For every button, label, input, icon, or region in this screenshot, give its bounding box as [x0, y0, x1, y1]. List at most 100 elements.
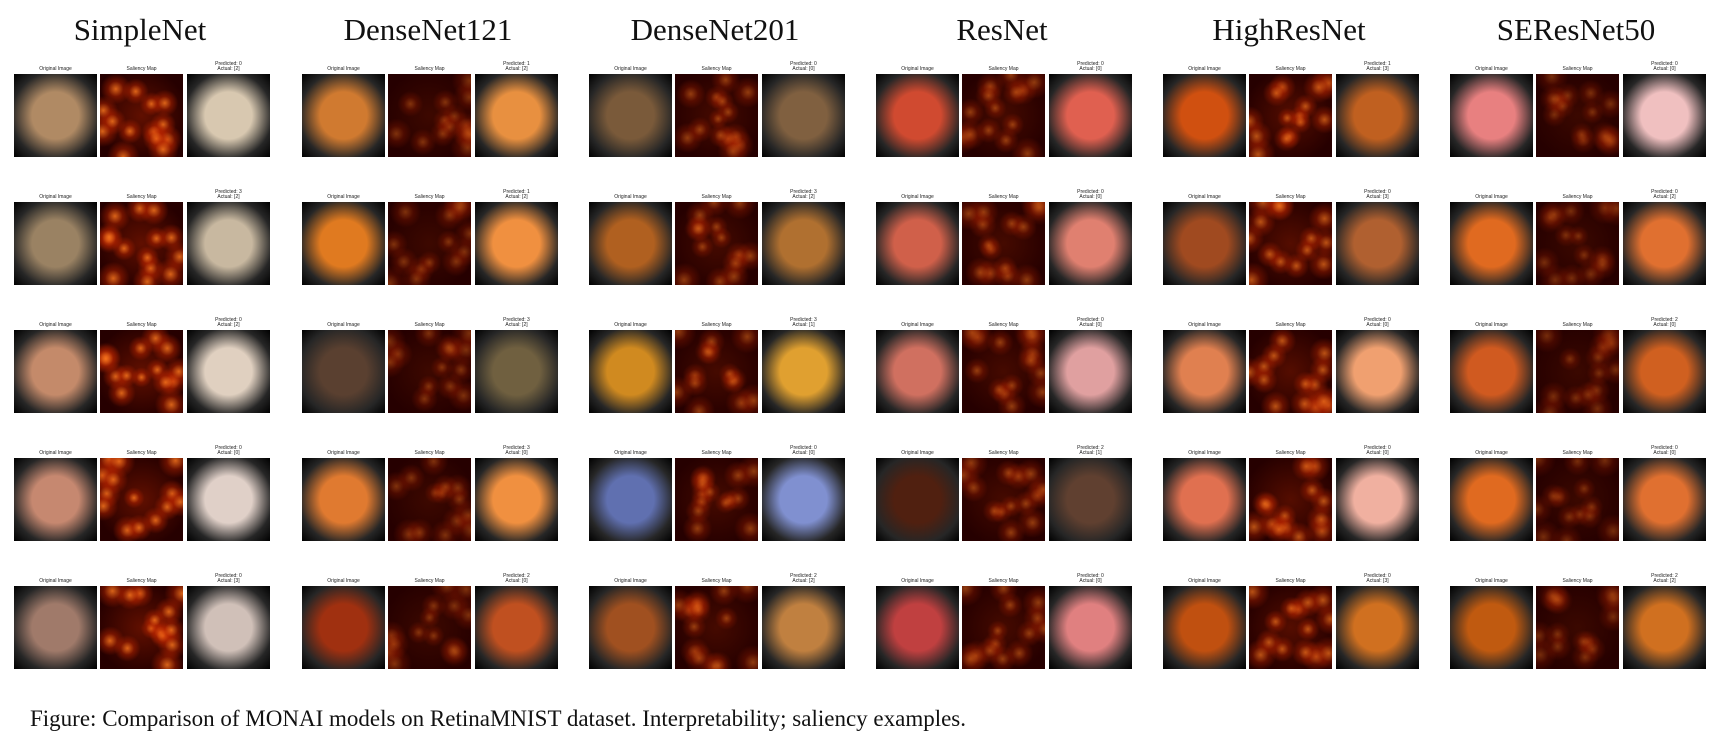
saliency-map: [388, 330, 471, 413]
saliency-map: [1249, 74, 1332, 157]
panel-label-original: Original Image: [901, 578, 934, 584]
panel-label-prediction: Predicted: 0 Actual: [0]: [1651, 61, 1678, 72]
saliency-map: [1536, 586, 1619, 669]
original-image: [14, 202, 97, 285]
saliency-map: [388, 458, 471, 541]
panel-label-saliency: Saliency Map: [1562, 578, 1593, 584]
saliency-map: [100, 74, 183, 157]
overlay-image: [187, 330, 270, 413]
panel-label-prediction: Predicted: 3 Actual: [2]: [215, 189, 242, 200]
panel-label-original: Original Image: [1475, 578, 1508, 584]
panel-label-prediction: Predicted: 0 Actual: [0]: [215, 445, 242, 456]
panel-label-prediction: Predicted: 0 Actual: [0]: [1364, 445, 1391, 456]
panel-label-saliency: Saliency Map: [1275, 450, 1306, 456]
panel-label-saliency: Saliency Map: [414, 322, 445, 328]
panel-label-saliency: Saliency Map: [988, 66, 1019, 72]
overlay-image: [1049, 586, 1132, 669]
overlay-image: [762, 202, 845, 285]
panel-label-original: Original Image: [1475, 66, 1508, 72]
original-image: [589, 458, 672, 541]
saliency-map: [388, 74, 471, 157]
original-image: [589, 74, 672, 157]
panel-label-prediction: Predicted: 2 Actual: [2]: [1651, 573, 1678, 584]
panel-label-prediction: Predicted: 3 Actual: [0]: [503, 445, 530, 456]
original-image: [589, 586, 672, 669]
original-image: [1450, 586, 1533, 669]
overlay-image: [1049, 202, 1132, 285]
original-image: [1450, 458, 1533, 541]
panel-label-prediction: Predicted: 2 Actual: [2]: [790, 573, 817, 584]
panel-label-saliency: Saliency Map: [1275, 194, 1306, 200]
overlay-image: [475, 74, 558, 157]
panel-label-saliency: Saliency Map: [701, 322, 732, 328]
panel-label-original: Original Image: [614, 194, 647, 200]
panel-label-prediction: Predicted: 0 Actual: [2]: [215, 61, 242, 72]
original-image: [589, 330, 672, 413]
panel-label-prediction: Predicted: 0 Actual: [3]: [1364, 573, 1391, 584]
panel-label-prediction: Predicted: 0 Actual: [2]: [215, 317, 242, 328]
saliency-map: [100, 330, 183, 413]
original-image: [14, 74, 97, 157]
overlay-image: [1623, 202, 1706, 285]
original-image: [876, 74, 959, 157]
model-title-densenet121: DenseNet121: [343, 12, 513, 47]
panel-label-prediction: Predicted: 2 Actual: [0]: [503, 573, 530, 584]
panel-label-prediction: Predicted: 0 Actual: [3]: [1364, 189, 1391, 200]
panel-label-prediction: Predicted: 0 Actual: [0]: [1077, 189, 1104, 200]
panel-label-prediction: Predicted: 3 Actual: [2]: [503, 317, 530, 328]
original-image: [1163, 458, 1246, 541]
panel-label-saliency: Saliency Map: [414, 66, 445, 72]
panel-label-original: Original Image: [614, 578, 647, 584]
overlay-image: [1049, 74, 1132, 157]
overlay-image: [1336, 330, 1419, 413]
saliency-map: [1249, 458, 1332, 541]
saliency-map: [100, 202, 183, 285]
overlay-image: [1623, 458, 1706, 541]
panel-label-original: Original Image: [901, 194, 934, 200]
saliency-map: [1249, 330, 1332, 413]
overlay-image: [187, 458, 270, 541]
panel-label-prediction: Predicted: 1 Actual: [2]: [503, 61, 530, 72]
panel-label-prediction: Predicted: 3 Actual: [2]: [790, 189, 817, 200]
panel-label-saliency: Saliency Map: [126, 66, 157, 72]
panel-label-saliency: Saliency Map: [414, 194, 445, 200]
original-image: [1450, 330, 1533, 413]
original-image: [1163, 202, 1246, 285]
saliency-map: [388, 586, 471, 669]
overlay-image: [475, 330, 558, 413]
panel-label-original: Original Image: [1188, 322, 1221, 328]
overlay-image: [1336, 202, 1419, 285]
overlay-image: [475, 586, 558, 669]
saliency-map: [1249, 202, 1332, 285]
panel-label-saliency: Saliency Map: [988, 450, 1019, 456]
original-image: [302, 330, 385, 413]
panel-label-prediction: Predicted: 0 Actual: [0]: [790, 61, 817, 72]
original-image: [302, 74, 385, 157]
panel-label-original: Original Image: [327, 322, 360, 328]
original-image: [876, 586, 959, 669]
panel-label-saliency: Saliency Map: [988, 322, 1019, 328]
model-title-simplenet: SimpleNet: [73, 12, 207, 47]
panel-label-original: Original Image: [1475, 194, 1508, 200]
original-image: [302, 586, 385, 669]
original-image: [302, 202, 385, 285]
saliency-map: [962, 330, 1045, 413]
panel-label-original: Original Image: [327, 66, 360, 72]
panel-label-prediction: Predicted: 0 Actual: [3]: [215, 573, 242, 584]
overlay-image: [1049, 330, 1132, 413]
panel-label-original: Original Image: [1188, 194, 1221, 200]
panel-label-original: Original Image: [327, 578, 360, 584]
overlay-image: [187, 202, 270, 285]
panel-label-prediction: Predicted: 2 Actual: [1]: [1077, 445, 1104, 456]
overlay-image: [762, 458, 845, 541]
model-title-densenet201: DenseNet201: [630, 12, 800, 47]
panel-label-original: Original Image: [901, 322, 934, 328]
panel-label-prediction: Predicted: 0 Actual: [0]: [790, 445, 817, 456]
panel-label-original: Original Image: [1188, 66, 1221, 72]
panel-label-original: Original Image: [39, 578, 72, 584]
overlay-image: [1336, 586, 1419, 669]
panel-label-saliency: Saliency Map: [414, 578, 445, 584]
panel-label-original: Original Image: [1475, 450, 1508, 456]
overlay-image: [475, 458, 558, 541]
panel-label-original: Original Image: [614, 450, 647, 456]
